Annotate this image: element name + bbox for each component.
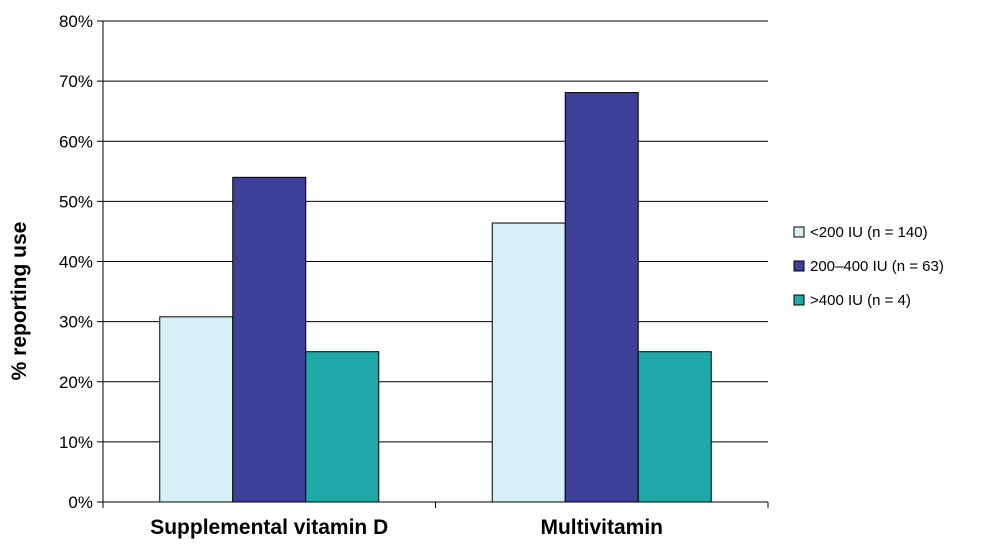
legend-swatch: [793, 226, 805, 238]
bars: [159, 92, 712, 503]
y-tick-label: 50%: [59, 192, 93, 211]
bar: [637, 351, 712, 503]
legend-label: <200 IU (n = 140): [810, 224, 928, 241]
legend-swatch: [793, 260, 805, 272]
legend-label: 200–400 IU (n = 63): [810, 258, 944, 275]
bar: [564, 92, 639, 503]
bar: [305, 351, 380, 503]
y-tick-label: 40%: [59, 253, 93, 272]
y-tick-label: 70%: [59, 72, 93, 91]
legend-label: >400 IU (n = 4): [810, 292, 911, 309]
legend: <200 IU (n = 140) 200–400 IU (n = 63) >400…: [793, 224, 944, 309]
legend-swatch: [793, 294, 805, 306]
bar: [491, 222, 566, 503]
bar: [232, 176, 307, 503]
y-tick-label: 0%: [68, 493, 93, 512]
bar: [159, 316, 234, 503]
y-axis-label: % reporting use: [8, 222, 31, 381]
category-label: Supplemental vitamin D: [150, 516, 388, 539]
y-tick-label: 30%: [59, 313, 93, 332]
y-tick-label: 20%: [59, 373, 93, 392]
category-label: Multivitamin: [540, 516, 663, 539]
y-tick-label: 80%: [59, 12, 93, 31]
y-tick-label: 10%: [59, 433, 93, 452]
category-labels: Supplemental vitamin D Multivitamin: [102, 502, 769, 539]
y-tick-labels: 0% 10% 20% 30% 40% 50% 60% 70% 80%: [59, 12, 103, 512]
y-tick-label: 60%: [59, 132, 93, 151]
